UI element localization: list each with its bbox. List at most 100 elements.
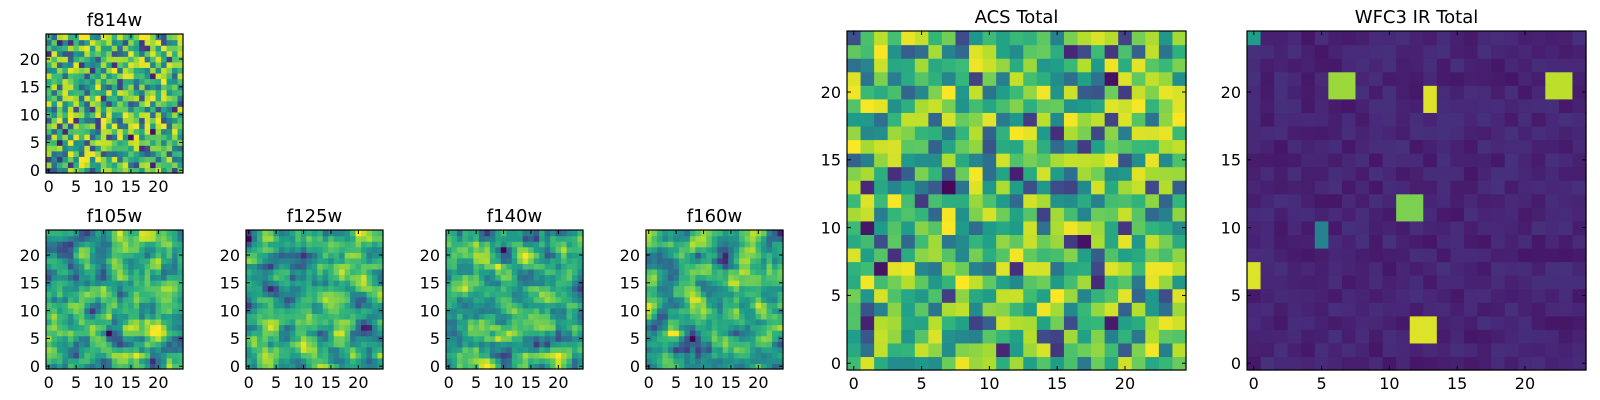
heatmap-cell (955, 193, 970, 208)
heatmap-cell (1409, 288, 1424, 303)
heatmap-cell (1260, 247, 1275, 263)
x-tick-label: 5 (671, 373, 681, 392)
heatmap-cell (761, 352, 768, 359)
heatmap-cell (73, 78, 80, 85)
heatmap-cell (377, 324, 384, 331)
heatmap-cell (73, 128, 80, 135)
heatmap-cell (51, 139, 58, 146)
heatmap-cell (1491, 71, 1506, 86)
heatmap-cell (62, 335, 69, 342)
heatmap-cell (177, 39, 184, 46)
heatmap-cell (1396, 153, 1411, 168)
heatmap-cell (744, 307, 751, 314)
heatmap-cell (969, 315, 984, 330)
heatmap-cell (95, 45, 102, 52)
heatmap-cell (122, 56, 129, 63)
heatmap-cell (874, 180, 889, 195)
heatmap-cell (300, 235, 307, 242)
heatmap-cell (750, 285, 757, 292)
heatmap-cell (646, 257, 653, 264)
heatmap-cell (1145, 153, 1160, 168)
heatmap-cell (656, 285, 664, 292)
heatmap-cell (139, 230, 146, 237)
heatmap-cell (172, 341, 179, 348)
heatmap-cell (46, 67, 53, 74)
heatmap-cell (706, 313, 713, 320)
heatmap-cell (1301, 166, 1316, 181)
heatmap-cell (306, 252, 313, 259)
heatmap-cell (969, 31, 984, 46)
heatmap-cell (311, 230, 318, 237)
heatmap-cell (1063, 112, 1079, 127)
heatmap-cell (1355, 275, 1370, 290)
heatmap-cell (522, 280, 529, 287)
heatmap-cell (739, 318, 746, 326)
heatmap-cell (128, 263, 135, 270)
heatmap-cell (1382, 220, 1397, 235)
heatmap-cell (1260, 356, 1275, 371)
heatmap-cell (106, 128, 113, 135)
heatmap-cell (673, 302, 680, 309)
heatmap-cell (646, 246, 653, 253)
heatmap-cell (111, 330, 118, 337)
heatmap-cell (366, 257, 373, 264)
heatmap-cell (777, 268, 784, 276)
heatmap-cell (1104, 329, 1119, 344)
heatmap-cell (887, 193, 902, 208)
heatmap-cell (662, 346, 669, 353)
heatmap-cell (755, 263, 762, 270)
heatmap-cell (772, 357, 779, 365)
heatmap-cell (1091, 44, 1106, 59)
heatmap-cell (256, 274, 264, 281)
heatmap-cell (1050, 275, 1065, 290)
heatmap-cell (662, 324, 669, 331)
heatmap-cell (67, 257, 74, 264)
heatmap-cell (106, 330, 113, 337)
heatmap-cell (177, 291, 184, 298)
heatmap-cell (56, 241, 64, 248)
heatmap-cell (106, 291, 113, 298)
heatmap-cell (51, 145, 58, 152)
heatmap-cell (355, 257, 362, 264)
heatmap-cell (100, 45, 107, 52)
heatmap-cell (172, 156, 179, 163)
heatmap-cell (955, 275, 970, 290)
heatmap-cell (84, 280, 91, 287)
y-tick-label: 10 (620, 301, 640, 320)
heatmap-cell (695, 246, 702, 253)
heatmap-cell (111, 95, 118, 102)
x-tick-label: 20 (148, 177, 168, 196)
heatmap-cell (1091, 261, 1106, 276)
heatmap-cell (1558, 261, 1574, 276)
heatmap-cell (155, 78, 162, 85)
heatmap-cell (84, 241, 91, 248)
heatmap-cell (528, 341, 535, 348)
heatmap-cell (100, 161, 107, 169)
heatmap-cell (860, 288, 875, 303)
heatmap-cell (684, 285, 691, 292)
heatmap-cell (246, 352, 253, 359)
heatmap-cell (177, 34, 184, 41)
heatmap-cell (1077, 207, 1092, 222)
heatmap-cell (506, 274, 513, 281)
heatmap-cell (1131, 207, 1146, 222)
heatmap-cell (561, 241, 568, 248)
heatmap-cell (522, 307, 529, 314)
heatmap-cell (1036, 44, 1051, 59)
heatmap-cell (1131, 302, 1146, 317)
heatmap-cell (1409, 329, 1424, 344)
heatmap-cell (539, 296, 546, 303)
heatmap-cell (122, 145, 129, 152)
y-tick-label: 10 (220, 301, 240, 320)
x-tick-label: 0 (444, 373, 454, 392)
heatmap-cell (733, 324, 740, 331)
heatmap-cell (150, 285, 157, 292)
heatmap-cell (495, 285, 502, 292)
heatmap-cell (1572, 193, 1587, 208)
heatmap-cell (1172, 275, 1187, 290)
heatmap-cell (262, 352, 269, 359)
heatmap-cell (887, 153, 902, 168)
heatmap-cell (355, 296, 362, 303)
heatmap-cell (667, 263, 674, 270)
heatmap-cell (1314, 302, 1329, 317)
